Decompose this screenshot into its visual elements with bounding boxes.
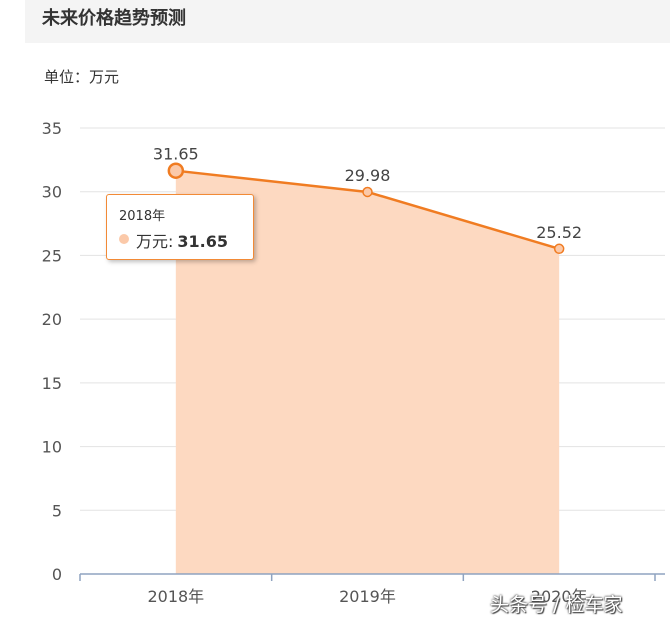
tooltip-colon: :: [168, 232, 174, 251]
y-tick-label: 25: [42, 246, 62, 265]
y-tick-label: 10: [42, 438, 62, 457]
data-point: [362, 186, 373, 198]
header-bar: [25, 0, 670, 43]
x-tick-label: 2018年: [147, 587, 204, 606]
data-point: [553, 243, 565, 255]
data-label: 29.98: [345, 166, 391, 185]
chart-tooltip: 2018年 万元: 31.65: [106, 194, 254, 260]
tooltip-series-marker: [119, 234, 129, 244]
y-tick-label: 30: [42, 183, 62, 202]
y-tick-label: 35: [42, 119, 62, 138]
data-label: 25.52: [536, 223, 582, 242]
tooltip-category: 2018年: [119, 209, 166, 224]
y-tick-label: 0: [52, 565, 62, 584]
tooltip-value: 31.65: [177, 232, 229, 251]
y-tick-label: 5: [52, 501, 62, 520]
tooltip-series-row: 万元: 31.65: [136, 228, 228, 252]
x-tick-label: 2019年: [339, 587, 396, 606]
unit-label: 单位：万元: [44, 68, 120, 86]
x-tick-label: 2020年: [531, 587, 588, 606]
tooltip-series-name: 万元: [136, 232, 169, 251]
series-area-fill: [175, 170, 560, 574]
chart-title: 未来价格趋势预测: [42, 8, 186, 29]
data-point-highlighted: [167, 162, 185, 179]
y-tick-label: 20: [42, 310, 62, 329]
y-tick-label: 15: [42, 374, 62, 393]
watermark: 头条号 / 检车家: [490, 594, 623, 616]
data-label: 31.65: [153, 145, 199, 164]
